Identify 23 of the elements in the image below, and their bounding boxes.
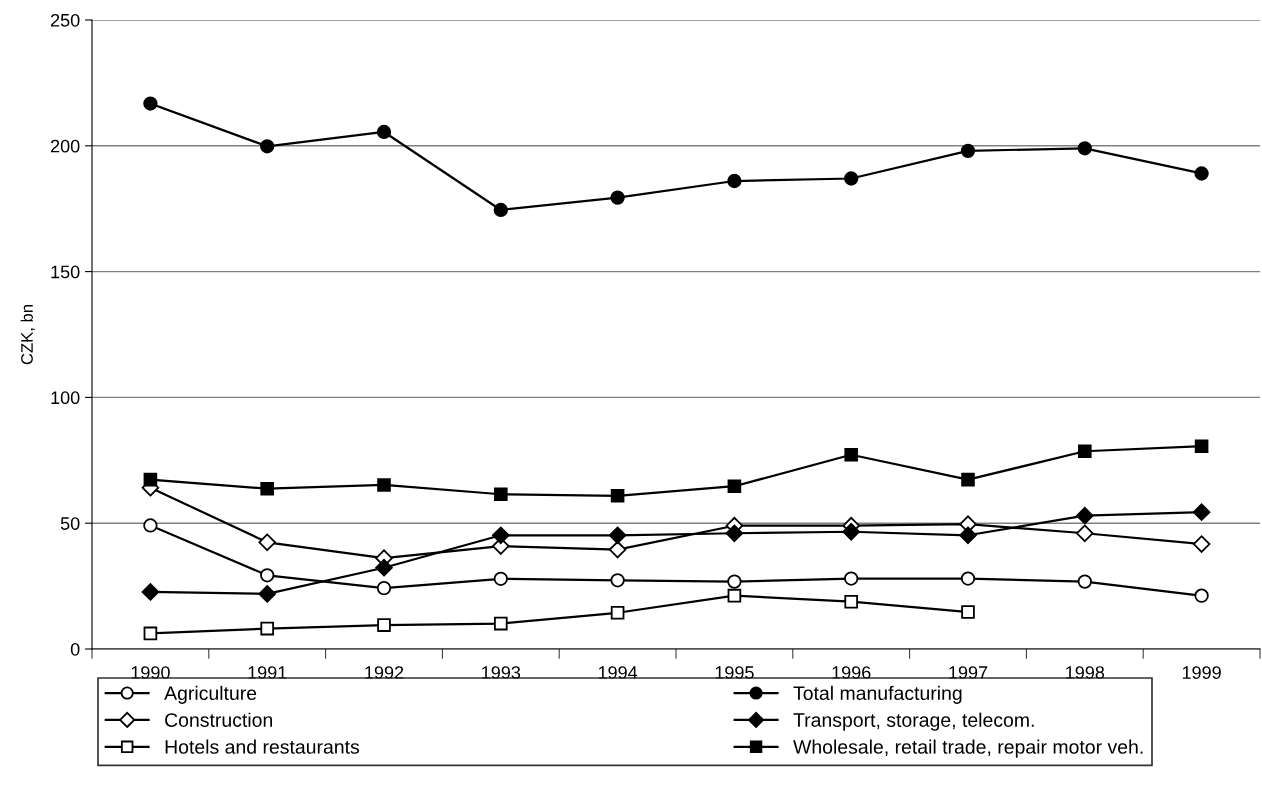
- y-tick-label: 150: [51, 265, 80, 279]
- x-tick-label: 1992: [365, 666, 404, 679]
- x-tick-label: 1990: [131, 666, 170, 679]
- y-tick-label: 50: [60, 517, 80, 530]
- x-tick-label: 1994: [598, 666, 638, 679]
- x-tick-label: 1996: [832, 666, 871, 679]
- x-tick-label: 1995: [715, 666, 754, 679]
- legend-label: Construction: [165, 712, 273, 727]
- y-tick-label: 250: [50, 13, 80, 27]
- x-tick-label: 1993: [482, 666, 521, 679]
- legend-label: Total manufacturing: [793, 685, 962, 704]
- legend-label: Agriculture: [164, 685, 257, 704]
- legend-label: Hotels and restaurants: [165, 739, 360, 754]
- x-tick-label: 1997: [949, 666, 988, 679]
- x-tick-label: 1998: [1066, 666, 1105, 679]
- y-tick-label: 100: [51, 391, 80, 405]
- y-axis-title: CZK, bn: [20, 305, 35, 365]
- x-tick-label: 1999: [1182, 666, 1221, 679]
- y-tick-label: 200: [50, 139, 80, 153]
- legend-label: Wholesale, retail trade, repair motor veh.: [793, 739, 1143, 758]
- legend-label: Transport, storage, telecom.: [793, 712, 1034, 731]
- x-tick-label: 1991: [248, 666, 287, 679]
- y-tick-label: 0: [70, 642, 80, 656]
